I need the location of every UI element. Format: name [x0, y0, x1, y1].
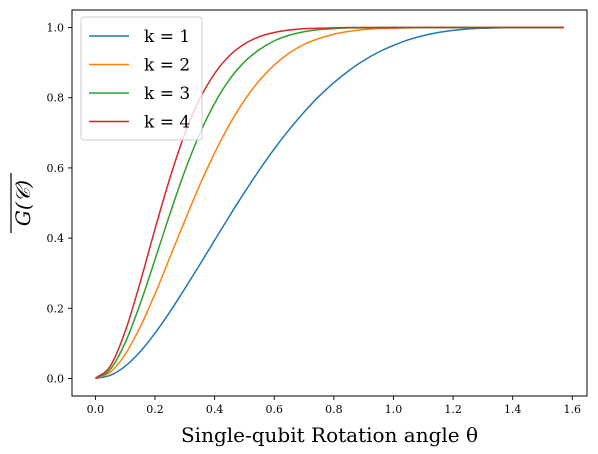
- x-tick-label: 0.0: [87, 403, 105, 416]
- y-tick-label: 0.6: [47, 162, 65, 175]
- x-axis-ticks: 0.0 0.2 0.4 0.6 0.8 1.0 1.2 1.4 1.6: [87, 396, 581, 416]
- y-tick-label: 0.4: [47, 232, 65, 245]
- legend-box: [80, 16, 203, 141]
- legend-label-k3: k = 3: [144, 84, 190, 104]
- y-axis-label-group: G(𝒞): [10, 173, 35, 233]
- y-axis-label: G(𝒞): [11, 180, 35, 226]
- plot-lines: [94, 26, 564, 380]
- legend: k = 1 k = 2 k = 3 k = 4: [80, 16, 203, 141]
- x-axis-label: Single-qubit Rotation angle θ: [181, 423, 478, 447]
- series-line-k4: [94, 26, 564, 380]
- x-tick-label: 1.0: [385, 403, 403, 416]
- legend-label-k2: k = 2: [144, 56, 190, 76]
- x-tick-label: 0.8: [325, 403, 343, 416]
- y-tick-label: 0.2: [47, 302, 65, 315]
- legend-label-k4: k = 4: [144, 113, 190, 133]
- x-tick-label: 1.2: [444, 403, 462, 416]
- x-tick-label: 0.6: [265, 403, 283, 416]
- x-tick-label: 1.6: [564, 403, 582, 416]
- plot-frame: [71, 9, 588, 397]
- legend-label-k1: k = 1: [144, 27, 190, 47]
- x-tick-label: 1.4: [504, 403, 522, 416]
- x-tick-label: 0.4: [206, 403, 224, 416]
- x-tick-label: 0.2: [146, 403, 164, 416]
- y-tick-label: 0.8: [47, 92, 65, 105]
- y-axis-ticks: 0.0 0.2 0.4 0.6 0.8 1.0: [47, 22, 72, 385]
- y-tick-label: 1.0: [47, 22, 65, 35]
- y-tick-label: 0.0: [47, 372, 65, 385]
